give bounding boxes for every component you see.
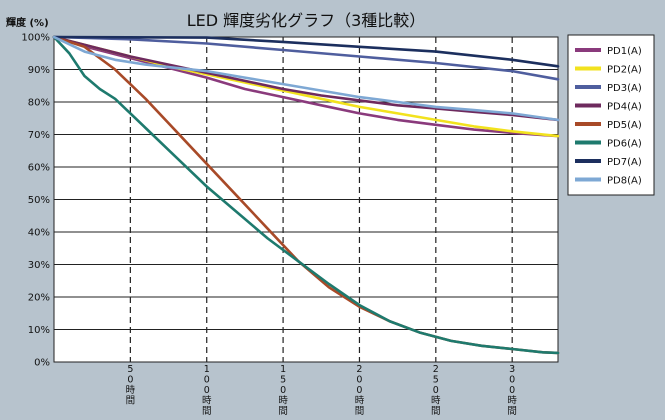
series-line-8 xyxy=(52,35,560,122)
x-tick-label: 3 0 0 時間 xyxy=(507,364,517,416)
y-tick-label: 70% xyxy=(28,130,50,141)
x-tick-labels: 5 0 時間 1 0 0 時間 1 5 0 時間 2 0 0 時間 2 5 0 時間 3 0 0 時間 xyxy=(126,364,518,417)
series-line-4 xyxy=(52,35,560,122)
x-tick-label: 5 0 時間 xyxy=(126,364,136,407)
y-tick-label: 60% xyxy=(28,163,50,174)
x-tick-label: 1 0 0 時間 xyxy=(202,364,212,416)
grid xyxy=(54,37,558,362)
y-axis-label: 輝度 (%) xyxy=(6,16,49,29)
x-tick-label: 2 5 0 時間 xyxy=(431,364,441,416)
y-tick-label: 0% xyxy=(34,358,50,369)
y-tick-label: 100% xyxy=(21,33,50,44)
y-tick-label: 80% xyxy=(28,98,50,109)
legend-label: PD4(A) xyxy=(607,102,642,113)
legend-label: PD8(A) xyxy=(607,176,642,187)
x-tick-label: 1 5 0 時間 xyxy=(278,364,288,416)
y-tick-labels: 100% 90% 80% 70% 60% 50% 40% 30% 20% 10% 0% xyxy=(21,33,50,369)
y-tick-label: 10% xyxy=(28,325,50,336)
y-tick-label: 50% xyxy=(28,195,50,206)
chart-title: LED 輝度劣化グラフ（3種比較） xyxy=(187,11,426,30)
series-line-6 xyxy=(52,35,560,355)
legend-label: PD6(A) xyxy=(607,139,642,150)
y-tick-label: 20% xyxy=(28,293,50,304)
y-tick-label: 90% xyxy=(28,65,50,76)
legend-label: PD2(A) xyxy=(607,65,642,76)
series-line-3 xyxy=(52,35,560,81)
y-tick-label: 40% xyxy=(28,228,50,239)
y-tick-label: 30% xyxy=(28,260,50,271)
legend-label: PD7(A) xyxy=(607,157,642,168)
legend-label: PD1(A) xyxy=(607,46,642,57)
legend-box xyxy=(567,34,655,196)
legend-label: PD5(A) xyxy=(607,120,642,131)
series-line-1 xyxy=(52,35,560,138)
legend-label: PD3(A) xyxy=(607,83,642,94)
series-lines xyxy=(52,35,560,355)
series-line-7 xyxy=(52,35,560,68)
x-tick-label: 2 0 0 時間 xyxy=(355,364,365,416)
legend: PD1(A) PD2(A) PD3(A) PD4(A) PD5(A) PD6(A) PD7(… xyxy=(575,46,642,187)
